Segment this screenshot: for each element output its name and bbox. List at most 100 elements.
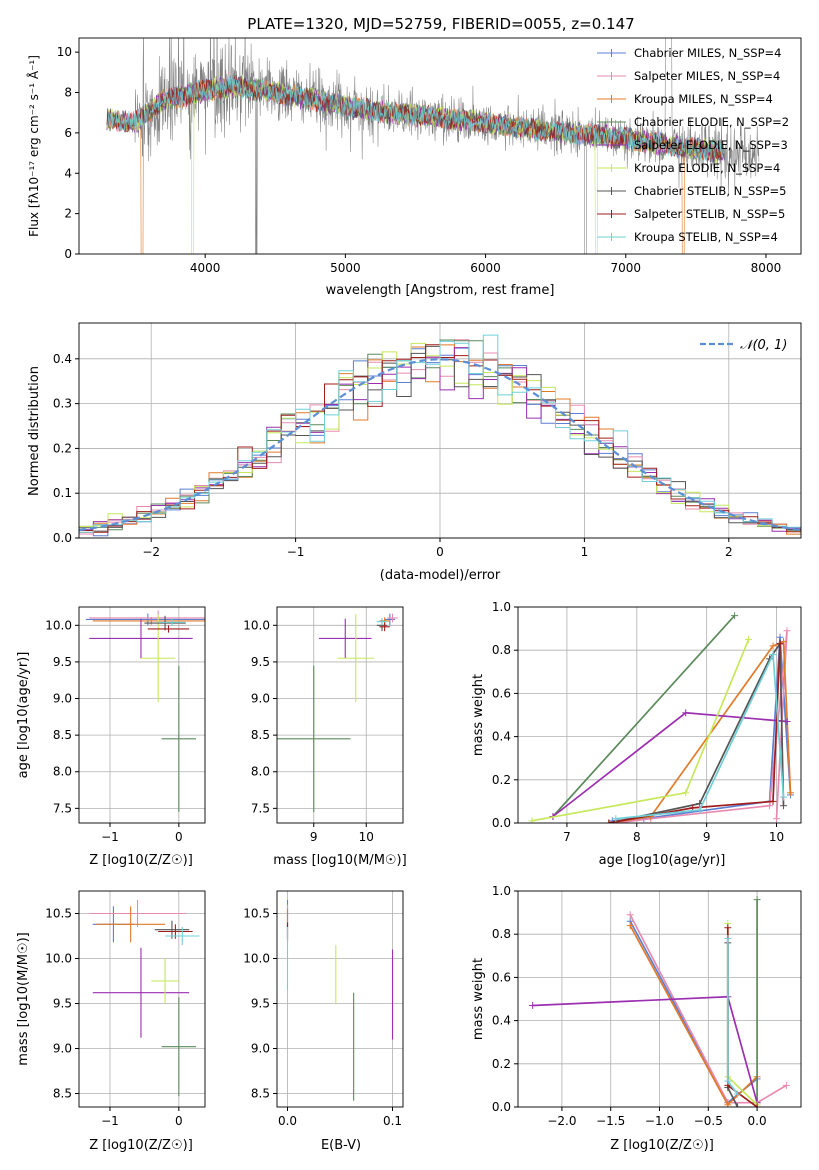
y-tick-label: 0.6 bbox=[492, 686, 511, 700]
x-tick-label: 9 bbox=[310, 830, 318, 844]
spectrum-legend-label: Chabrier ELODIE, N_SSP=2 bbox=[634, 115, 789, 129]
y-tick-label: 8.5 bbox=[53, 728, 72, 742]
gaussian-legend-label: 𝒩(0, 1) bbox=[740, 338, 787, 353]
y-tick-label: 0.0 bbox=[492, 816, 511, 830]
spectrum-xlabel: wavelength [Angstrom, rest frame] bbox=[326, 283, 555, 298]
x-tick-label: −2.0 bbox=[547, 1114, 576, 1128]
x-tick-label: 9 bbox=[703, 830, 711, 844]
residual-ticks: −2 −1 0 1 2 0.0 0.1 0.2 0.3 0.4 bbox=[53, 352, 733, 559]
spectrum-legend-label: Salpeter ELODIE, N_SSP=3 bbox=[634, 138, 788, 152]
x-tick-label: −2 bbox=[142, 545, 160, 559]
axes-frame bbox=[276, 606, 404, 824]
errorbar-points bbox=[286, 900, 394, 1101]
x-tick-label: −1 bbox=[287, 545, 305, 559]
y-tick-label: 10.5 bbox=[243, 907, 270, 921]
y-tick-label: 8.5 bbox=[251, 728, 270, 742]
mass-z-xlabel: Z [log10(Z/Z☉)] bbox=[89, 1138, 193, 1153]
y-tick-label: 9.0 bbox=[53, 692, 72, 706]
y-tick-label: 1.0 bbox=[492, 600, 511, 614]
axes-frame bbox=[517, 890, 802, 1108]
spectrum-legend-label: Kroupa MILES, N_SSP=4 bbox=[634, 92, 773, 106]
y-tick-label: 8.5 bbox=[251, 1087, 270, 1101]
x-tick-label: 0 bbox=[175, 1114, 183, 1128]
gaussian-curve bbox=[79, 358, 801, 532]
y-tick-label: 0.0 bbox=[492, 1100, 511, 1114]
axes-frame bbox=[517, 606, 802, 824]
y-tick-label: 0.8 bbox=[492, 643, 511, 657]
weight-series bbox=[529, 896, 790, 1107]
spectrum-legend-label: Chabrier MILES, N_SSP=4 bbox=[634, 46, 781, 60]
x-tick-label: 4000 bbox=[190, 261, 221, 275]
y-tick-label: 0.2 bbox=[492, 773, 511, 787]
weight-line bbox=[608, 640, 792, 823]
x-tick-label: −1.0 bbox=[645, 1114, 674, 1128]
x-tick-label: −0.5 bbox=[694, 1114, 723, 1128]
axes-frame bbox=[78, 890, 206, 1108]
x-tick-label: 8 bbox=[633, 830, 641, 844]
y-tick-label: 4 bbox=[64, 166, 72, 180]
x-tick-label: 8000 bbox=[751, 261, 782, 275]
errorbar-points bbox=[85, 610, 205, 813]
x-tick-label: 0 bbox=[175, 830, 183, 844]
y-tick-label: 0.2 bbox=[53, 441, 72, 455]
weight-line bbox=[612, 637, 792, 822]
mass-ebv-xlabel: E(B-V) bbox=[321, 1138, 361, 1153]
spectrum-legend-label: Salpeter MILES, N_SSP=4 bbox=[634, 69, 780, 83]
figure-title: PLATE=1320, MJD=52759, FIBERID=0055, z=0… bbox=[247, 15, 634, 33]
weight-z-ylabel: mass weight bbox=[471, 958, 486, 1040]
x-tick-label: 0.0 bbox=[748, 1114, 767, 1128]
y-tick-label: 9.0 bbox=[251, 692, 270, 706]
weight-series bbox=[528, 612, 795, 823]
spectrum-legend-label: Chabrier STELIB, N_SSP=5 bbox=[634, 184, 786, 198]
y-tick-label: 10.0 bbox=[45, 952, 72, 966]
mass-vs-metallicity-panel: −1 0 8.5 9.0 9.5 10.0 10.5 bbox=[45, 890, 206, 1128]
spectrum-ylabel: Flux [fλ10⁻¹⁷ erg cm⁻² s⁻¹ Å⁻¹] bbox=[26, 55, 41, 237]
errorbar-points bbox=[89, 900, 200, 1097]
y-tick-label: 10.0 bbox=[45, 618, 72, 632]
weight-line bbox=[629, 914, 787, 1104]
x-tick-label: 7000 bbox=[610, 261, 641, 275]
x-tick-label: 0.0 bbox=[278, 1114, 297, 1128]
mass-z-ylabel: mass [log10(M/M☉)] bbox=[16, 932, 31, 1065]
spectrum-frame bbox=[78, 37, 802, 255]
spectrum-model-trace bbox=[106, 76, 725, 254]
x-tick-label: 10 bbox=[769, 830, 784, 844]
x-tick-label: 0.1 bbox=[383, 1114, 402, 1128]
y-tick-label: 9.0 bbox=[53, 1042, 72, 1056]
weight-line bbox=[552, 711, 788, 818]
y-tick-label: 9.5 bbox=[251, 997, 270, 1011]
residual-histograms bbox=[79, 334, 801, 537]
y-tick-label: 2 bbox=[64, 207, 72, 221]
spectrum-ticks: 4000 5000 6000 7000 8000 0 2 4 6 8 10 bbox=[57, 45, 782, 275]
y-tick-label: 9.5 bbox=[53, 997, 72, 1011]
x-tick-label: 5000 bbox=[330, 261, 361, 275]
age-z-ylabel: age [log10(age/yr)] bbox=[16, 652, 31, 779]
weight-vs-age-panel: 7 8 9 10 0.0 0.2 0.4 0.6 0.8 1.0 bbox=[492, 600, 802, 844]
y-tick-label: 6 bbox=[64, 126, 72, 140]
x-tick-label: 6000 bbox=[470, 261, 501, 275]
y-tick-label: 10.5 bbox=[45, 907, 72, 921]
y-tick-label: 8.0 bbox=[53, 765, 72, 779]
weight-vs-metallicity-panel: −2.0 −1.5 −1.0 −0.5 0.0 0.0 0.2 0.4 0.6 0.8 1.0 bbox=[492, 884, 802, 1128]
y-tick-label: 1.0 bbox=[492, 884, 511, 898]
x-tick-label: 7 bbox=[563, 830, 571, 844]
mass-vs-ebv-panel: 0.0 0.1 8.5 9.0 9.5 10.0 10.5 bbox=[243, 890, 404, 1128]
errorbar-points bbox=[277, 613, 398, 813]
residual-ylabel: Normed distribution bbox=[27, 366, 42, 496]
x-tick-label: 2 bbox=[725, 545, 733, 559]
x-tick-label: 0 bbox=[436, 545, 444, 559]
weight-line bbox=[629, 920, 758, 1105]
weight-line bbox=[608, 641, 785, 823]
spectrum-legend-label: Kroupa ELODIE, N_SSP=4 bbox=[634, 161, 780, 175]
x-tick-label: 1 bbox=[581, 545, 589, 559]
y-tick-label: 0.2 bbox=[492, 1057, 511, 1071]
y-tick-label: 0.4 bbox=[492, 1014, 511, 1028]
weight-line bbox=[531, 639, 750, 822]
weight-line bbox=[615, 630, 788, 823]
y-tick-label: 0.1 bbox=[53, 486, 72, 500]
weight-line bbox=[532, 995, 758, 1103]
spectrum-legend: Chabrier MILES, N_SSP=4 Salpeter MILES, N… bbox=[597, 46, 789, 244]
y-tick-label: 0.4 bbox=[492, 730, 511, 744]
weight-age-xlabel: age [log10(age/yr)] bbox=[599, 853, 726, 868]
